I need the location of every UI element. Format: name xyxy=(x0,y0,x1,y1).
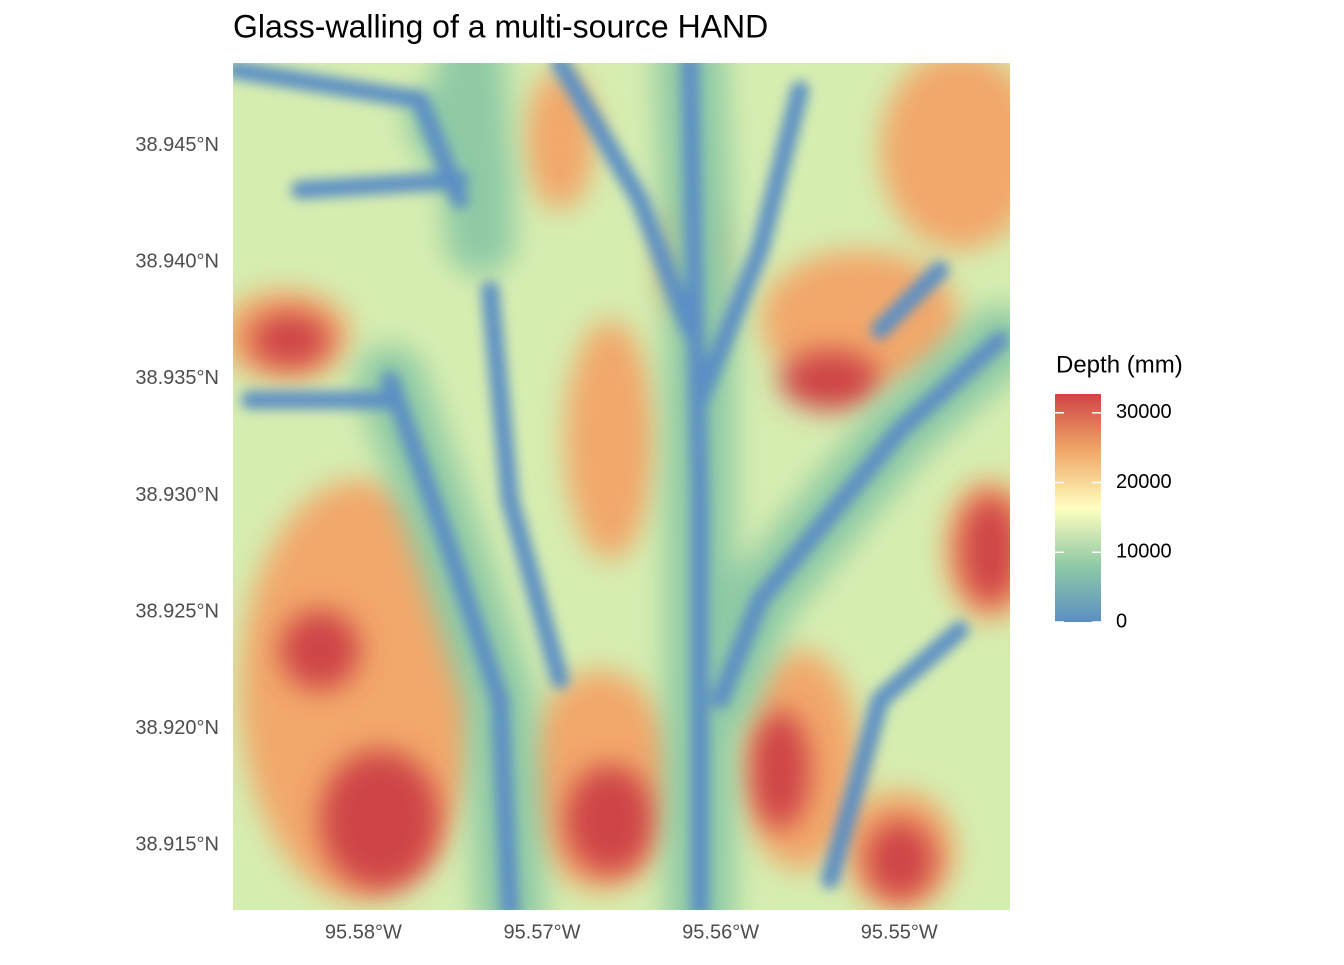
y-tick-label: 38.920°N xyxy=(135,717,219,739)
y-tick-label: 38.915°N xyxy=(135,833,219,855)
legend-tick-label: 20000 xyxy=(1116,471,1172,493)
x-tick-label: 95.58°W xyxy=(325,921,402,943)
y-tick-label: 38.940°N xyxy=(135,251,219,273)
y-tick-label: 38.930°N xyxy=(135,484,219,506)
legend-tick-label: 0 xyxy=(1116,610,1127,632)
x-tick-label: 95.56°W xyxy=(682,921,759,943)
raster xyxy=(233,63,1010,910)
legend-title: Depth (mm) xyxy=(1056,351,1183,378)
colorbar xyxy=(1055,394,1101,622)
y-tick-label: 38.925°N xyxy=(135,600,219,622)
y-tick-label: 38.935°N xyxy=(135,367,219,389)
x-tick-label: 95.57°W xyxy=(504,921,581,943)
legend-tick-label: 30000 xyxy=(1116,401,1172,423)
legend-tick-label: 10000 xyxy=(1116,541,1172,563)
x-tick-label: 95.55°W xyxy=(861,921,938,943)
y-tick-label: 38.945°N xyxy=(135,134,219,156)
chart-title: Glass-walling of a multi-source HAND xyxy=(233,8,768,44)
